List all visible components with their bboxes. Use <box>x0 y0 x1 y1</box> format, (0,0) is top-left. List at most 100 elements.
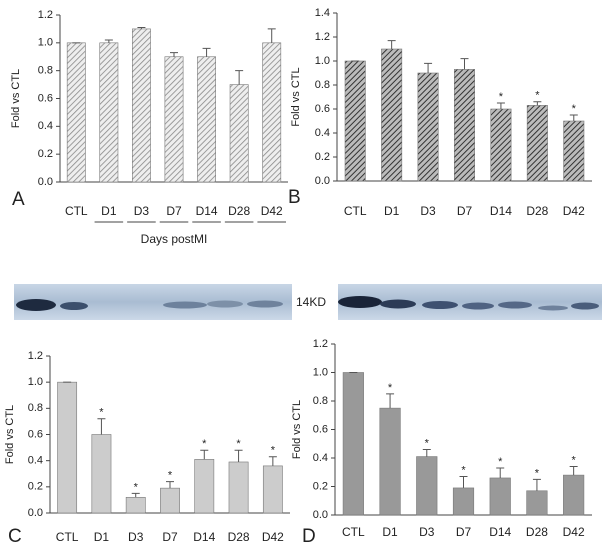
error-bar <box>137 27 146 29</box>
significance-mark: * <box>535 90 540 102</box>
blot-right <box>338 284 602 320</box>
significance-mark: * <box>425 437 430 449</box>
significance-mark: * <box>271 445 276 457</box>
error-bar <box>234 449 243 462</box>
x-tick-label: D14 <box>196 204 218 218</box>
y-axis-title: Fold vs CTL <box>4 405 16 464</box>
x-tick-label: CTL <box>65 204 88 218</box>
y-tick-label: 0.6 <box>38 92 53 104</box>
y-axis-title: Fold vs CTL <box>10 69 22 128</box>
y-tick-label: 1.2 <box>313 338 328 350</box>
y-tick-label: 1.0 <box>315 55 330 67</box>
x-tick-label: D1 <box>94 530 110 544</box>
significance-mark: * <box>461 464 466 476</box>
error-bar <box>131 492 140 498</box>
error-bar <box>104 39 113 43</box>
x-tick-label: D14 <box>490 204 512 218</box>
x-tick-label: D7 <box>162 530 178 544</box>
error-bar <box>202 47 211 57</box>
significance-mark: * <box>202 438 207 450</box>
significance-mark: * <box>236 438 241 450</box>
x-tick-label: D42 <box>563 204 585 218</box>
y-tick-label: 0.0 <box>313 509 328 521</box>
error-bar <box>496 102 505 109</box>
y-tick-label: 0.4 <box>28 455 43 467</box>
y-tick-label: 0.6 <box>28 428 43 440</box>
y-tick-label: 0.4 <box>313 452 328 464</box>
y-tick-label: 0.2 <box>313 480 328 492</box>
x-tick-label: CTL <box>344 204 367 218</box>
bar <box>526 105 548 182</box>
x-tick-label: D42 <box>563 525 585 539</box>
y-tick-label: 0.8 <box>38 65 53 77</box>
bar <box>197 56 216 183</box>
significance-mark: * <box>99 407 104 419</box>
x-tick-label: D1 <box>384 204 400 218</box>
bar <box>160 487 180 514</box>
bar <box>99 42 119 183</box>
x-tick-label: D3 <box>128 530 144 544</box>
y-tick-label: 0.8 <box>313 395 328 407</box>
y-tick-label: 0.2 <box>38 148 53 160</box>
significance-mark: * <box>134 481 139 493</box>
y-tick-label: 1.0 <box>38 37 53 49</box>
y-axis-title: Fold vs CTL <box>290 67 302 126</box>
y-tick-label: 0.8 <box>28 402 43 414</box>
blot-label: 14KD <box>296 295 326 309</box>
error-bar <box>496 467 505 478</box>
x-tick-label: D28 <box>526 204 548 218</box>
error-bar <box>460 58 469 70</box>
bar <box>489 477 511 516</box>
bar <box>132 28 151 183</box>
error-bar <box>386 393 395 409</box>
y-tick-label: 0.6 <box>315 103 330 115</box>
error-bar <box>424 62 433 73</box>
error-bar <box>533 101 542 106</box>
error-bar <box>532 478 541 491</box>
y-tick-label: 1.0 <box>28 376 43 388</box>
error-bar <box>200 449 209 460</box>
panel-letter: D <box>302 526 316 547</box>
bar <box>416 456 438 516</box>
y-tick-label: 0.0 <box>38 176 53 188</box>
y-tick-label: 0.0 <box>28 507 43 519</box>
significance-mark: * <box>572 103 577 115</box>
significance-mark: * <box>388 382 393 394</box>
x-tick-label: D1 <box>101 204 117 218</box>
y-tick-label: 1.2 <box>28 350 43 362</box>
bar <box>526 490 548 516</box>
y-tick-label: 0.6 <box>313 423 328 435</box>
y-tick-label: 1.2 <box>315 31 330 43</box>
x-tick-label: D3 <box>420 204 436 218</box>
significance-mark: * <box>572 454 577 466</box>
panel-letter: C <box>8 526 22 547</box>
x-tick-label: CTL <box>56 530 79 544</box>
bar <box>228 461 249 514</box>
error-bar <box>387 40 396 49</box>
x-tick-label: D28 <box>228 530 250 544</box>
x-axis-title: Days postMI <box>141 232 208 246</box>
error-bar <box>569 114 578 121</box>
x-tick-label: D7 <box>456 525 472 539</box>
significance-mark: * <box>498 456 503 468</box>
y-tick-label: 0.2 <box>28 481 43 493</box>
x-tick-label: D28 <box>526 525 548 539</box>
x-tick-label: D42 <box>262 530 284 544</box>
y-tick-label: 0.2 <box>315 151 330 163</box>
x-tick-label: D28 <box>228 204 250 218</box>
x-tick-label: D14 <box>489 525 511 539</box>
error-bar <box>166 481 174 489</box>
x-tick-label: CTL <box>342 525 365 539</box>
bar <box>379 407 401 516</box>
blot-left <box>14 284 292 320</box>
error-bar <box>459 476 468 488</box>
y-axis-title: Fold vs CTL <box>291 400 303 459</box>
x-tick-label: D1 <box>382 525 398 539</box>
x-tick-label: D7 <box>166 204 182 218</box>
bar <box>563 120 585 182</box>
panel-letter: A <box>12 189 25 210</box>
error-bar <box>268 456 277 466</box>
significance-mark: * <box>168 470 173 482</box>
bar <box>453 69 475 182</box>
